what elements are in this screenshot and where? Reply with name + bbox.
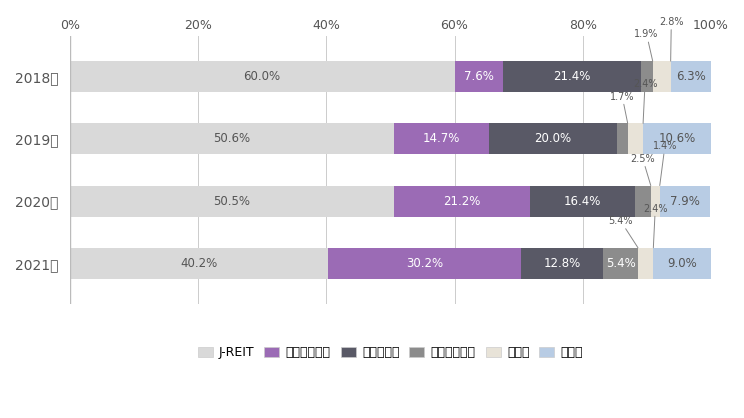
Text: 60.0%: 60.0%: [243, 70, 280, 83]
Bar: [643, 123, 711, 154]
Text: 2.5%: 2.5%: [630, 154, 655, 186]
Bar: [641, 61, 652, 92]
Bar: [327, 248, 522, 279]
Bar: [635, 186, 651, 217]
Text: 21.2%: 21.2%: [443, 194, 481, 208]
Bar: [70, 186, 394, 217]
Text: 40.2%: 40.2%: [180, 257, 217, 270]
Bar: [652, 61, 670, 92]
Bar: [670, 61, 711, 92]
Bar: [638, 248, 653, 279]
Bar: [70, 61, 455, 92]
Text: 5.4%: 5.4%: [606, 257, 635, 270]
Bar: [70, 123, 394, 154]
Bar: [603, 248, 638, 279]
Text: 14.7%: 14.7%: [423, 133, 460, 145]
Text: 16.4%: 16.4%: [563, 194, 601, 208]
Text: 2.4%: 2.4%: [643, 204, 667, 248]
Text: 20.0%: 20.0%: [534, 133, 571, 145]
Text: 21.4%: 21.4%: [554, 70, 591, 83]
Bar: [651, 186, 660, 217]
Text: 2.4%: 2.4%: [632, 79, 657, 123]
Bar: [455, 61, 503, 92]
Text: 7.6%: 7.6%: [464, 70, 494, 83]
Text: 2.8%: 2.8%: [659, 17, 684, 61]
Text: 9.0%: 9.0%: [667, 257, 697, 270]
Text: 12.8%: 12.8%: [544, 257, 581, 270]
Bar: [394, 123, 489, 154]
Bar: [530, 186, 635, 217]
Text: 1.7%: 1.7%: [610, 92, 635, 123]
Text: 1.4%: 1.4%: [652, 141, 677, 186]
Bar: [628, 123, 643, 154]
Bar: [70, 248, 327, 279]
Bar: [617, 123, 628, 154]
Text: 7.9%: 7.9%: [670, 194, 700, 208]
Bar: [653, 248, 711, 279]
Text: 10.6%: 10.6%: [658, 133, 696, 145]
Bar: [489, 123, 617, 154]
Text: 50.5%: 50.5%: [214, 194, 250, 208]
Text: 1.9%: 1.9%: [635, 29, 658, 61]
Bar: [522, 248, 603, 279]
Legend: J-REIT, 私募ファンド, 不動産会社, 一般事業会社, その他, 非公表: J-REIT, 私募ファンド, 不動産会社, 一般事業会社, その他, 非公表: [193, 342, 589, 364]
Text: 5.4%: 5.4%: [609, 216, 638, 248]
Text: 6.3%: 6.3%: [676, 70, 706, 83]
Bar: [394, 186, 530, 217]
Text: 50.6%: 50.6%: [214, 133, 251, 145]
Bar: [660, 186, 711, 217]
Text: 30.2%: 30.2%: [405, 257, 443, 270]
Bar: [503, 61, 641, 92]
